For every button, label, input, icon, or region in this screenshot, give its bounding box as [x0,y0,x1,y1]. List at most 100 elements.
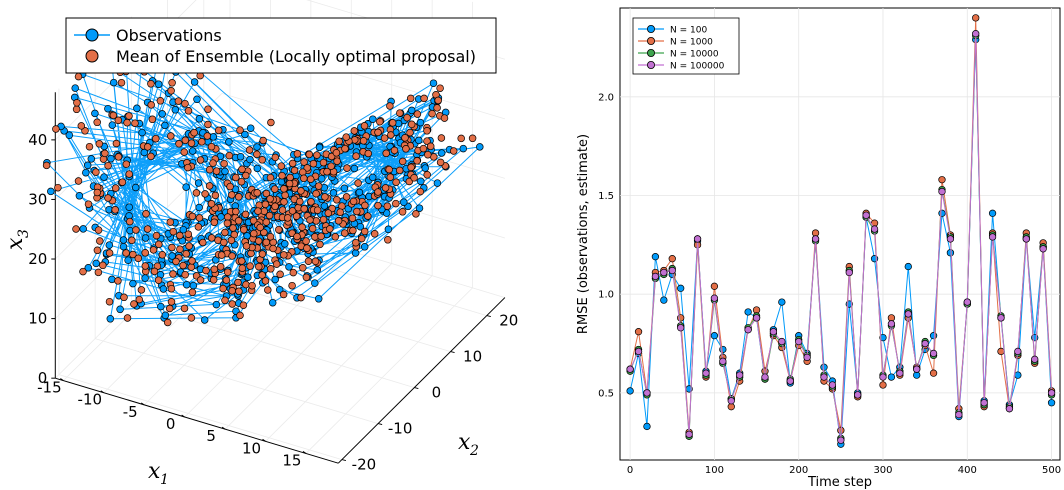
observation-point [119,242,128,251]
floor-gridline-x [143,239,312,406]
ensemble-mean-point [323,167,331,176]
observation-point [415,204,424,212]
rmse-point [913,365,921,373]
ensemble-mean-point [195,214,204,222]
rmse-point [660,296,668,304]
ensemble-mean-point [242,280,250,289]
rmse-point [710,282,719,290]
observation-point [285,263,293,271]
observation-point [320,202,329,210]
x2-tick-label: -20 [352,456,377,474]
ensemble-mean-point [290,166,299,175]
ensemble-mean-point [214,126,223,135]
x3-tick-label: 30 [28,190,47,208]
observation-point [161,121,169,130]
ensemble-mean-point [283,214,292,222]
ensemble-mean-point [204,120,212,129]
observation-point [83,161,92,170]
ensemble-mean-point [286,173,294,182]
ensemble-mean-point [169,227,178,236]
ensemble-mean-point [279,290,288,299]
rmse-point [980,399,988,407]
observation-point [131,183,140,192]
ensemble-mean-point [354,179,362,187]
observation-point [369,115,377,123]
ensemble-mean-point [316,240,324,249]
ensemble-mean-point [376,117,384,126]
ensemble-mean-point [220,159,228,168]
x1-axis-label: x 1 [148,459,169,488]
ensemble-mean-point [188,257,196,265]
ensemble-mean-point [426,142,435,151]
ensemble-mean-point [84,200,93,208]
ensemble-mean-point [122,249,130,257]
ensemble-mean-point [380,134,389,142]
rmse-series-line [629,39,1053,445]
ensemble-mean-point [228,191,236,199]
observation-point [313,266,321,274]
ensemble-mean-point [135,295,144,304]
rmse-point [634,347,643,356]
ensemble-mean-point [141,249,149,257]
ensemble-mean-point [385,165,393,174]
ensemble-mean-point [123,118,131,127]
ensemble-mean-point [236,126,244,134]
rmse-point [744,326,752,334]
observation-point [189,281,198,290]
observation-point [87,155,96,163]
ensemble-mean-point [265,211,274,220]
ensemble-mean-point [125,170,133,178]
ensemble-mean-point [364,149,373,158]
ensemble-mean-point [209,159,217,167]
ensemble-mean-point [387,131,395,139]
observation-point [241,130,249,139]
observation-point [133,104,141,113]
ensemble-mean-point [134,254,143,263]
ensemble-mean-point [220,238,228,247]
ensemble-mean-point [410,174,418,182]
ensemble-mean-point [333,157,341,165]
ensemble-mean-point [226,182,234,191]
rmse-point [651,272,660,281]
ensemble-mean-point [261,277,270,285]
ensemble-mean-point [402,145,410,153]
ensemble-mean-point [187,314,196,322]
ensemble-mean-point [187,263,196,271]
ensemble-mean-point [118,178,127,186]
rmse-point [997,347,1005,356]
ensemble-mean-point [169,270,177,278]
ensemble-mean-point [468,134,477,143]
ensemble-mean-markers [42,43,477,327]
x2-axis-label: x 2 [458,430,479,459]
rmse-x-axis-label: Time step [807,475,872,490]
ensemble-mean-point [93,188,102,197]
observation-point [340,184,349,193]
rmse-point [1031,355,1039,363]
ensemble-mean-point [258,271,266,279]
observation-point [71,84,79,92]
ensemble-mean-point [312,189,320,198]
rmse-point [929,349,938,358]
ensemble-mean-point [440,114,449,122]
rmse-point [887,320,896,328]
rmse-point [719,357,727,365]
ensemble-mean-point [305,150,314,159]
ensemble-mean-point [229,224,237,232]
ensemble-mean-point [419,144,428,153]
rmse-point [710,294,719,302]
ensemble-mean-point [266,232,275,241]
legend-item-n100: N = 100 [638,24,707,36]
observation-point [355,188,364,197]
ensemble-mean-point [99,261,107,270]
observation-point [75,192,84,200]
ensemble-mean-point [434,96,442,105]
observation-point [195,115,204,123]
x2-tick-label: -10 [388,420,413,438]
ensemble-mean-point [288,159,297,168]
ensemble-mean-point [105,297,114,306]
ensemble-mean-point [383,202,392,210]
ensemble-mean-point [101,149,109,158]
ensemble-mean-point [352,238,360,247]
x3-axis-label: x 3 [3,229,32,250]
ensemble-mean-point [96,237,104,245]
